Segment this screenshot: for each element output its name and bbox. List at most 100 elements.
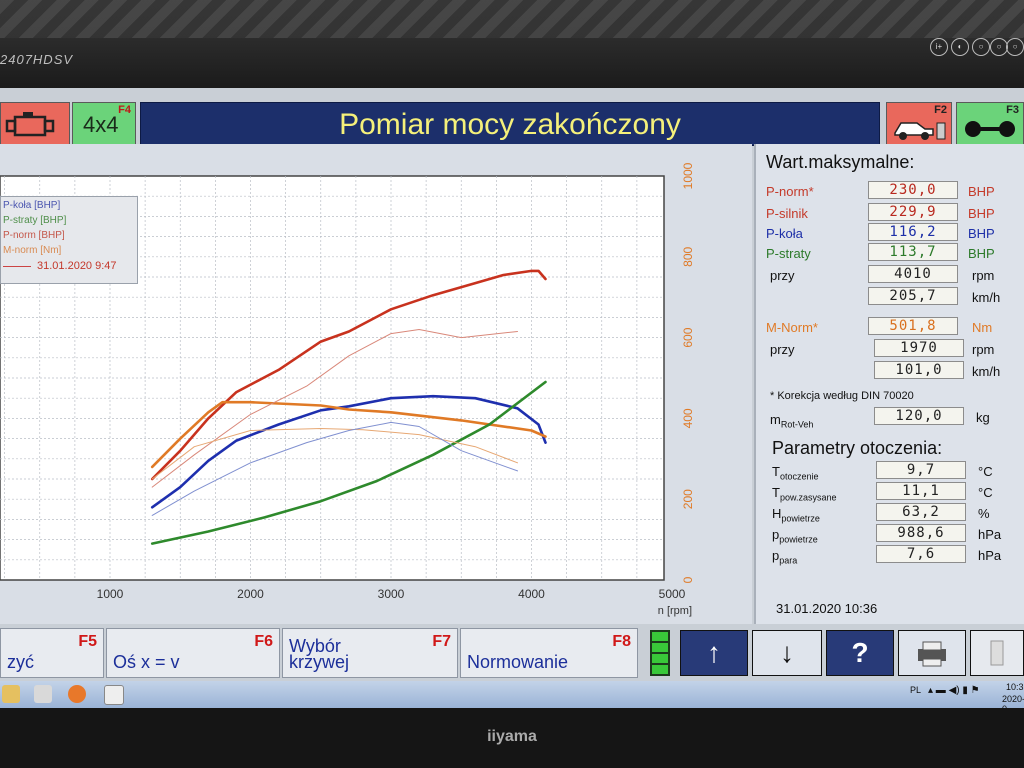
przy-rpm-label: przy (770, 268, 795, 283)
tray-icons[interactable]: ▴ ▬ ◀) ▮ ⚑ (928, 685, 980, 696)
mrot-main: m (770, 412, 781, 427)
clock[interactable]: 10:3 (1006, 682, 1024, 692)
env-label-sub: powietrze (779, 534, 818, 545)
env-params-title: Parametry otoczenia: (772, 438, 943, 458)
series-line (151, 421, 518, 516)
legend-m-norm: M-norm [Nm] (3, 245, 62, 256)
p-max-rpm-unit: rpm (972, 268, 995, 283)
legend-timestamp: 31.01.2020 9:47 (37, 260, 117, 272)
print-button[interactable] (898, 630, 966, 676)
env-label: Hpowietrze (772, 506, 820, 524)
env-label-sub: pow.zasysane (779, 492, 837, 503)
m-max-speed-value: 101,0 (874, 361, 964, 379)
series-line (150, 400, 547, 469)
p-max-speed-unit: km/h (972, 290, 1001, 305)
measurement-datetime: 31.01.2020 10:36 (776, 601, 878, 616)
monitor-bezel-top: 2407HDSV i+ ◐ ○ ○ ○ (0, 0, 1024, 88)
env-unit: hPa (978, 527, 1002, 542)
env-label-main: H (772, 506, 782, 521)
y-tick-label: 600 (681, 327, 695, 347)
osd-button-3[interactable]: ○ (972, 38, 990, 56)
x-tick-label: 1000 (97, 587, 124, 601)
exit-button[interactable] (970, 630, 1024, 676)
printer-icon (918, 641, 946, 667)
f8-normalization-button[interactable]: F8 Normowanie (460, 628, 638, 678)
f4-4x4-button[interactable]: F4 4x4 (72, 102, 136, 146)
p-straty-label: P-straty (766, 246, 811, 261)
y-tick-label: 400 (681, 408, 695, 428)
env-value: 63,2 (876, 503, 966, 521)
env-label-main: T (772, 464, 780, 479)
f5-key: F5 (78, 633, 97, 650)
p-silnik-label: P-silnik (766, 206, 808, 221)
dyno-app-icon[interactable] (104, 685, 124, 705)
max-values-panel: Wart.maksymalne: P-norm* 230,0 BHP P-sil… (754, 144, 1024, 624)
p-max-speed-value: 205,7 (868, 287, 958, 305)
mrot-value: 120,0 (874, 407, 964, 425)
f2-button[interactable]: F2 (886, 102, 952, 146)
language-indicator[interactable]: PL (910, 685, 922, 695)
y-tick-label: 0 (681, 576, 695, 583)
series-line (150, 394, 547, 509)
y-tick-label: 200 (681, 489, 695, 509)
env-label-sub: para (779, 555, 798, 566)
env-label: ppara (772, 548, 797, 566)
firefox-icon[interactable] (68, 685, 86, 703)
osd-button-5[interactable]: ○ (1006, 38, 1024, 56)
engine-button[interactable] (0, 102, 70, 146)
env-label: Totoczenie (772, 464, 818, 482)
mrot-label: mRot-Veh (770, 412, 813, 430)
windows-taskbar: PL ▴ ▬ ◀) ▮ ⚑ 10:3 2020-0 (0, 681, 1024, 708)
mrot-unit: kg (976, 410, 990, 425)
f7-label-line2: krzywej (289, 652, 350, 672)
env-label-main: p (772, 527, 780, 542)
4x4-label: 4x4 (83, 112, 119, 137)
f3-key-label: F3 (1006, 104, 1019, 116)
folder-icon[interactable] (2, 685, 20, 703)
f7-curve-select-button[interactable]: F7 Wybór krzywej (282, 628, 458, 678)
env-value: 988,6 (876, 524, 966, 542)
y-tick-label: 1000 (681, 162, 695, 189)
p-silnik-value: 229,9 (868, 203, 958, 221)
env-value: 9,7 (876, 461, 966, 479)
p-silnik-unit: BHP (968, 206, 995, 221)
down-button[interactable]: ↓ (752, 630, 822, 676)
x-tick-label: 2000 (237, 587, 264, 601)
f2-key-label: F2 (934, 104, 947, 116)
legend-p-straty: P-straty [BHP] (3, 215, 67, 226)
media-player-icon[interactable] (34, 685, 52, 703)
chart-panel: 1000 2000 3000 4000 5000 n [rpm] 0 200 400 600 800… (0, 144, 752, 624)
f7-key: F7 (432, 633, 451, 650)
f7-label-line1: Wybór (289, 636, 341, 656)
f3-button[interactable]: F3 (956, 102, 1024, 146)
osd-button-2[interactable]: ◐ (951, 38, 969, 56)
door-icon (990, 640, 1004, 666)
p-kola-unit: BHP (968, 226, 995, 241)
env-value: 11,1 (876, 482, 966, 500)
m-max-rpm-unit: rpm (972, 342, 995, 357)
f6-key: F6 (254, 633, 273, 650)
osd-button-1[interactable]: i+ (930, 38, 948, 56)
m-max-speed-unit: km/h (972, 364, 1001, 379)
f5-button[interactable]: F5 zyć (0, 628, 104, 678)
env-unit: °C (978, 485, 993, 500)
correction-note: * Korekcja według DIN 70020 (770, 390, 914, 402)
x-tick-label: 5000 (659, 587, 686, 601)
up-button[interactable]: ↑ (680, 630, 748, 676)
p-straty-value: 113,7 (868, 243, 958, 261)
p-norm-label: P-norm* (766, 184, 814, 199)
legend-p-kola: P-koła [BHP] (3, 200, 61, 211)
f8-key: F8 (612, 633, 631, 650)
env-label-sub: powietrze (781, 513, 820, 524)
f6-axis-button[interactable]: F6 Oś x = v (106, 628, 280, 678)
chart-legend: P-koła [BHP] P-straty [BHP] P-norm [BHP]… (0, 196, 138, 284)
env-label-main: p (772, 548, 780, 563)
acoustic-foam (0, 0, 1024, 38)
env-unit: hPa (978, 548, 1002, 563)
p-straty-unit: BHP (968, 246, 995, 261)
legend-line-sample (3, 266, 31, 267)
date[interactable]: 2020-0 (1002, 694, 1024, 708)
env-label-sub: otoczenie (779, 471, 819, 482)
help-button[interactable]: ? (826, 630, 894, 676)
p-norm-value: 230,0 (868, 181, 958, 199)
